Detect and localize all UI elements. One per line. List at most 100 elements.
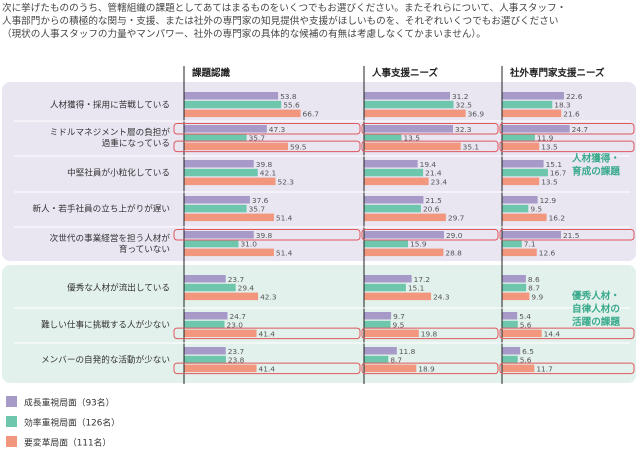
data-label: 31.2 (452, 92, 468, 101)
bar-reform (184, 142, 289, 151)
bar-efficiency (502, 100, 553, 109)
data-label: 55.6 (283, 101, 300, 110)
data-label: 29.0 (446, 231, 463, 240)
legend-swatch-efficiency (6, 416, 17, 427)
data-label: 66.7 (303, 109, 320, 118)
bar-growth (364, 312, 392, 320)
category-label: 次世代の事業経営を担う人材が (50, 232, 171, 244)
data-label: 47.3 (269, 125, 286, 134)
bar-efficiency (184, 239, 239, 248)
data-label: 14.4 (544, 329, 561, 338)
intro-text: 次に挙げたもののうち、管轄組織の課題としてあてはまるものをいくつでもお選びくださ… (2, 2, 640, 41)
bar-growth (502, 312, 518, 320)
data-label: 35.7 (249, 134, 266, 143)
bar-reform (502, 292, 530, 301)
bar-reform (364, 329, 419, 338)
bar-efficiency (364, 168, 424, 177)
data-label: 21.5 (425, 196, 442, 205)
bar-growth (184, 231, 254, 239)
data-label: 9.9 (531, 292, 543, 301)
data-label: 12.6 (539, 248, 556, 257)
data-label: 22.6 (566, 92, 583, 101)
data-label: 42.1 (260, 169, 277, 178)
highlight-outline (361, 327, 499, 340)
data-label: 23.4 (431, 177, 448, 186)
highlight-outline (361, 123, 499, 135)
highlight-outline (499, 229, 635, 241)
bar-reform (184, 248, 274, 257)
bar-reform (364, 142, 461, 151)
data-label: 18.9 (418, 364, 435, 373)
group-label: 活躍の課題 (572, 316, 620, 328)
bar-efficiency (502, 320, 518, 329)
bar-growth (364, 347, 397, 355)
bar-efficiency (502, 204, 529, 213)
data-label: 23.7 (228, 347, 245, 356)
data-label: 15.9 (410, 240, 427, 249)
bar-reform (184, 329, 257, 338)
data-label: 12.9 (540, 196, 557, 205)
data-label: 42.3 (260, 292, 277, 301)
data-label: 6.5 (522, 347, 534, 356)
data-label: 53.8 (280, 92, 297, 101)
group-label: 育成の課題 (572, 166, 620, 178)
bar-reform (364, 292, 432, 301)
data-label: 19.4 (420, 160, 437, 169)
category-label: 育っていない (119, 243, 170, 255)
bar-efficiency (502, 283, 527, 292)
data-label: 5.4 (519, 312, 531, 321)
data-label: 23.0 (227, 321, 244, 330)
bar-growth (364, 160, 418, 168)
bar-growth (364, 231, 444, 239)
bar-efficiency (184, 320, 225, 329)
category-label: 中堅社員が小粒化している (67, 167, 170, 179)
intro-line-1: 次に挙げたもののうち、管轄組織の課題としてあてはまるものをいくつでもお選びくださ… (2, 3, 567, 14)
bar-reform (184, 213, 274, 222)
legend-label: 要変革局面（111名） (24, 437, 111, 449)
highlight-outline (173, 229, 361, 241)
data-label: 21.4 (425, 169, 442, 178)
bar-growth (364, 196, 424, 204)
data-label: 39.8 (256, 160, 273, 169)
bar-growth (184, 125, 267, 133)
bar-efficiency (364, 204, 421, 213)
legend-swatch-reform (6, 436, 17, 447)
bar-reform (502, 248, 537, 257)
data-label: 11.8 (399, 347, 416, 356)
highlight-outline (361, 362, 499, 375)
highlight-outline (361, 229, 499, 241)
data-label: 24.7 (572, 125, 589, 134)
bar-efficiency (184, 283, 236, 292)
bar-growth (502, 125, 570, 133)
data-label: 11.9 (537, 134, 554, 143)
data-label: 36.9 (468, 109, 485, 118)
highlight-outline (173, 362, 361, 375)
data-label: 21.6 (563, 109, 580, 118)
bar-reform (502, 364, 535, 373)
data-label: 8.6 (528, 275, 540, 284)
panel-header-3: 社外専門家支援ニーズ (509, 67, 605, 79)
bar-efficiency (184, 133, 247, 142)
bar-efficiency (502, 168, 548, 177)
group-label: 自律人材の (572, 303, 620, 315)
data-label: 7.1 (524, 240, 536, 249)
group-band-1 (2, 82, 636, 261)
bar-growth (184, 160, 254, 168)
data-label: 17.2 (414, 275, 430, 284)
bar-growth (184, 275, 226, 283)
data-label: 51.4 (276, 248, 293, 257)
data-label: 15.1 (546, 160, 563, 169)
bar-growth (184, 312, 228, 320)
intro-line-2: 人事部門からの積極的な関与・支援、または社外の専門家の知見提供や支援がほしいもの… (2, 16, 559, 27)
bar-growth (502, 347, 521, 355)
data-label: 15.1 (408, 284, 425, 293)
data-label: 31.0 (240, 240, 257, 249)
data-label: 39.8 (256, 231, 273, 240)
panel-header-1: 課題認識 (192, 67, 231, 79)
data-label: 9.7 (393, 312, 405, 321)
data-label: 29.4 (238, 284, 255, 293)
category-label: ミドルマネジメント層の負担が (50, 126, 171, 138)
data-label: 35.7 (249, 205, 266, 214)
data-label: 13.5 (403, 134, 420, 143)
data-label: 29.7 (448, 213, 465, 222)
